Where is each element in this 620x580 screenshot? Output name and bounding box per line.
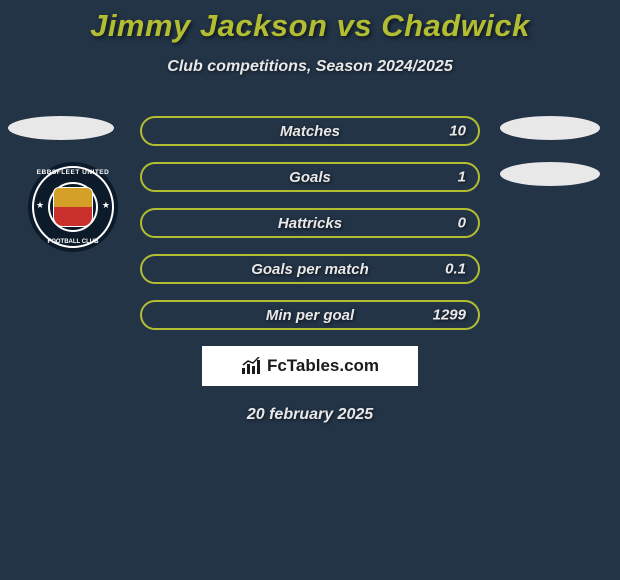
attribution-text: FcTables.com xyxy=(267,356,379,376)
stat-row: Goals 1 xyxy=(140,162,480,192)
stat-row: Hattricks 0 xyxy=(140,208,480,238)
stat-row: Matches 10 xyxy=(140,116,480,146)
attribution-badge: FcTables.com xyxy=(202,346,418,386)
stat-label: Matches xyxy=(280,123,340,140)
club-badge-bottom-text: FOOTBALL CLUB xyxy=(28,239,118,245)
stat-value: 0 xyxy=(458,215,466,232)
club-badge-ebbsfleet: EBBSFLEET UNITED ★ ★ FOOTBALL CLUB xyxy=(28,162,118,252)
chart-icon xyxy=(241,357,263,375)
stat-label: Goals per match xyxy=(251,261,369,278)
stat-value: 1299 xyxy=(433,307,466,324)
stat-row: Min per goal 1299 xyxy=(140,300,480,330)
stat-row: Goals per match 0.1 xyxy=(140,254,480,284)
stats-list: Matches 10 Goals 1 Hattricks 0 Goals per match… xyxy=(140,116,480,330)
stat-value: 0.1 xyxy=(445,261,466,278)
player-silhouette-right-1 xyxy=(500,116,600,140)
stat-label: Min per goal xyxy=(266,307,354,324)
stat-label: Hattricks xyxy=(278,215,342,232)
club-badge-top-text: EBBSFLEET UNITED xyxy=(28,169,118,176)
player-silhouette-left xyxy=(8,116,114,140)
stat-label: Goals xyxy=(289,169,331,186)
page-title: Jimmy Jackson vs Chadwick xyxy=(0,0,620,44)
right-column xyxy=(500,116,600,208)
player-silhouette-right-2 xyxy=(500,162,600,186)
content-area: EBBSFLEET UNITED ★ ★ FOOTBALL CLUB Match… xyxy=(0,116,620,424)
date-text: 20 february 2025 xyxy=(0,406,620,424)
subtitle: Club competitions, Season 2024/2025 xyxy=(0,58,620,76)
stat-value: 10 xyxy=(449,123,466,140)
left-column: EBBSFLEET UNITED ★ ★ FOOTBALL CLUB xyxy=(8,116,114,252)
stat-value: 1 xyxy=(458,169,466,186)
